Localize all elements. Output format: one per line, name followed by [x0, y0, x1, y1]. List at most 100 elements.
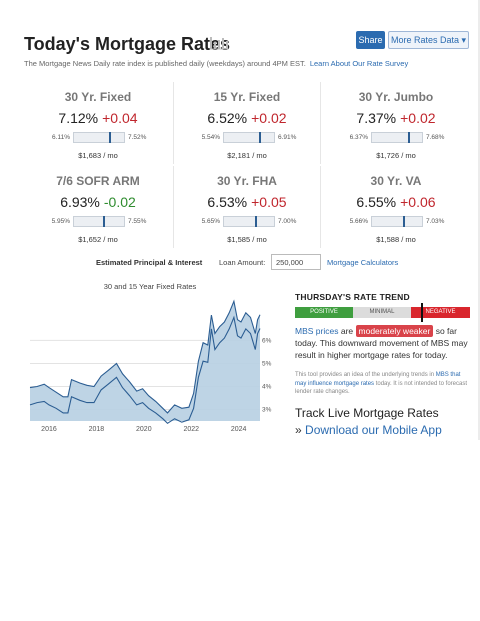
mobile-app-link[interactable]: Download our Mobile App: [305, 423, 442, 437]
x-tick-label: 2024: [231, 426, 247, 433]
rate-change: +0.02: [251, 110, 287, 126]
rate-survey-link[interactable]: Learn About Our Rate Survey: [309, 59, 409, 68]
range-low: 5.66%: [349, 218, 368, 225]
rate-name: 30 Yr. VA: [370, 174, 422, 188]
rate-value-row: 6.93% -0.02: [24, 194, 172, 210]
x-tick-label: 2018: [89, 426, 105, 433]
divider: [478, 0, 480, 440]
monthly-payment: $2,181 / mo: [227, 151, 267, 160]
y-tick-label: 3%: [262, 406, 272, 413]
trend-title: THURSDAY'S RATE TREND: [295, 292, 410, 302]
rate-change: +0.02: [400, 110, 436, 126]
y-tick-label: 6%: [262, 337, 272, 344]
series-line-15yr: [29, 315, 261, 425]
rate-card[interactable]: 30 Yr. VA 6.55% +0.06 5.66% 7.03% $1,588 / mo: [322, 166, 470, 248]
range-marker: [103, 216, 105, 227]
range-marker: [403, 216, 405, 227]
range-bar: [73, 132, 125, 143]
rate-change: +0.05: [251, 194, 287, 210]
y-tick-label: 5%: [262, 360, 272, 367]
rate-name: 30 Yr. Jumbo: [358, 90, 434, 104]
range-bar: [371, 216, 423, 227]
trend-minimal: MINIMAL: [353, 307, 411, 318]
trend-are: are: [340, 326, 354, 336]
loan-row: Estimated Principal & Interest Loan Amou…: [0, 254, 480, 270]
rate-value: 6.53%: [207, 194, 248, 210]
rate-card[interactable]: 30 Yr. Jumbo 7.37% +0.02 6.37% 7.68% $1,726 /…: [322, 82, 470, 164]
rate-value-row: 6.52% +0.02: [174, 110, 320, 126]
trend-negative: NEGATIVE: [411, 307, 470, 318]
rates-chart[interactable]: 3% 4% 5% 6% 2016 2018 2020 2022 2024: [28, 295, 278, 435]
x-tick-label: 2022: [183, 426, 199, 433]
x-tick-label: 2020: [136, 426, 152, 433]
rate-name: 15 Yr. Fixed: [213, 90, 281, 104]
range-marker: [255, 216, 257, 227]
monthly-payment: $1,588 / mo: [376, 235, 416, 244]
rate-change: -0.02: [103, 194, 136, 210]
bar-chart-icon[interactable]: [209, 36, 229, 50]
trend-description: MBS prices are moderately weaker so far …: [295, 325, 475, 361]
loan-amount-label: Loan Amount:: [219, 258, 266, 267]
range-high: 7.00%: [278, 218, 297, 225]
rate-value-row: 6.53% +0.05: [174, 194, 320, 210]
trend-note-a: This tool provides an idea of the underl…: [295, 372, 435, 378]
range-low: 6.37%: [349, 134, 368, 141]
rate-name: 7/6 SOFR ARM: [56, 174, 140, 188]
range-high: 7.55%: [128, 218, 147, 225]
rates-grid: 30 Yr. Fixed 7.12% +0.04 6.11% 7.52% $1,683 /…: [24, 82, 470, 252]
chart-title: 30 and 15 Year Fixed Rates: [103, 282, 197, 291]
trend-positive: POSITIVE: [295, 307, 353, 318]
rate-value: 7.37%: [356, 110, 397, 126]
rate-value-row: 6.55% +0.06: [322, 194, 470, 210]
range-high: 6.91%: [278, 134, 297, 141]
monthly-payment: $1,652 / mo: [78, 235, 118, 244]
mbs-influence-link[interactable]: MBS that may influence mortgage rates: [295, 372, 461, 387]
rate-value: 6.55%: [356, 194, 397, 210]
trend-indicator: [421, 303, 423, 322]
trend-bar: POSITIVE MINIMAL NEGATIVE: [295, 303, 470, 322]
rate-value-row: 7.37% +0.02: [322, 110, 470, 126]
rate-value: 7.12%: [58, 110, 99, 126]
trend-note: This tool provides an idea of the underl…: [295, 371, 473, 397]
rate-name: 30 Yr. FHA: [217, 174, 277, 188]
mobile-app-row: » Download our Mobile App: [295, 423, 442, 437]
rate-card[interactable]: 7/6 SOFR ARM 6.93% -0.02 5.95% 7.55% $1,652 /…: [24, 166, 172, 248]
monthly-payment: $1,726 / mo: [376, 151, 416, 160]
rate-card[interactable]: 30 Yr. FHA 6.53% +0.05 5.65% 7.00% $1,585 / m…: [173, 166, 321, 248]
range-marker: [259, 132, 261, 143]
mortgage-calculators-link[interactable]: Mortgage Calculators: [327, 258, 399, 267]
subtitle: The Mortgage News Daily rate index is pu…: [24, 59, 408, 68]
rate-change: +0.04: [102, 110, 138, 126]
range-marker: [109, 132, 111, 143]
range-marker: [408, 132, 410, 143]
trend-text-rest: so far today. This downward movement of …: [295, 326, 468, 360]
share-button[interactable]: Share: [356, 31, 385, 49]
range-bar: [73, 216, 125, 227]
rate-card[interactable]: 15 Yr. Fixed 6.52% +0.02 5.54% 6.91% $2,181 /…: [173, 82, 321, 164]
rate-value-row: 7.12% +0.04: [24, 110, 172, 126]
range-high: 7.52%: [128, 134, 147, 141]
mbs-prices-link[interactable]: MBS prices: [295, 326, 339, 336]
range-bar: [223, 132, 275, 143]
rate-card[interactable]: 30 Yr. Fixed 7.12% +0.04 6.11% 7.52% $1,683 /…: [24, 82, 172, 164]
trend-badge: moderately weaker: [355, 325, 434, 337]
trend-note-b: today. It is not intended to forecast le…: [295, 380, 467, 396]
y-tick-label: 4%: [262, 383, 272, 390]
monthly-payment: $1,585 / mo: [227, 235, 267, 244]
range-bar: [371, 132, 423, 143]
subtitle-text: The Mortgage News Daily rate index is pu…: [24, 59, 306, 68]
range-low: 6.11%: [52, 134, 70, 141]
more-rates-dropdown[interactable]: More Rates Data ▾: [388, 31, 469, 49]
range-low: 5.54%: [201, 134, 220, 141]
rate-change: +0.06: [400, 194, 436, 210]
principal-interest-label: Estimated Principal & Interest: [96, 258, 203, 267]
rate-value: 6.93%: [60, 194, 100, 210]
loan-amount-input[interactable]: [271, 254, 321, 270]
range-low: 5.95%: [51, 218, 70, 225]
range-high: 7.03%: [426, 218, 445, 225]
range-bar: [223, 216, 275, 227]
series-area-30yr: [30, 301, 260, 421]
x-tick-label: 2016: [41, 426, 57, 433]
series-line-30yr: [29, 299, 261, 414]
